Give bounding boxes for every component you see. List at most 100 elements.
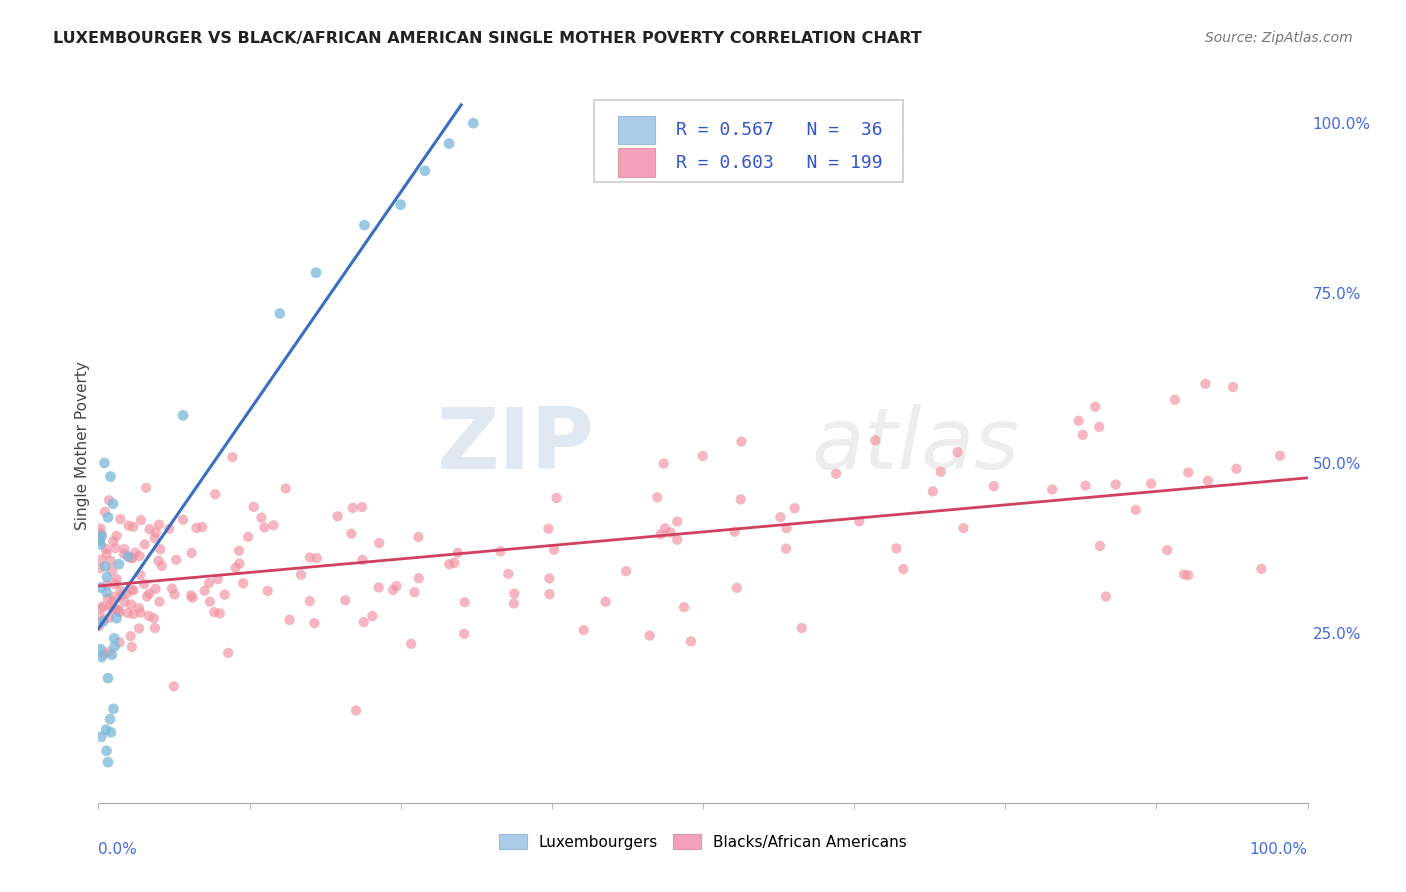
Point [96,578,118,592]
Point [1177,466,1199,480]
Point [186,521,208,535]
Point [1177,568,1199,582]
Point [128,622,150,636]
Point [172,409,194,423]
Point [145,525,167,540]
Point [503,586,526,600]
Point [138,586,160,600]
Point [228,543,250,558]
Point [96,570,118,584]
Point [163,587,186,601]
Point [145,582,167,596]
Y-axis label: Single Mother Poverty: Single Mother Poverty [75,361,90,531]
Point [537,522,560,536]
Point [1088,539,1111,553]
Point [97,755,120,769]
Point [225,560,247,574]
Text: atlas: atlas [811,404,1019,488]
Text: 100.0%: 100.0% [1250,842,1308,857]
Point [150,558,173,573]
Point [454,595,477,609]
Point [180,546,202,560]
FancyBboxPatch shape [619,148,655,177]
Point [453,626,475,640]
Point [129,513,152,527]
Point [122,520,145,534]
Point [149,542,172,557]
Point [886,541,908,556]
Point [1268,449,1291,463]
Point [207,572,229,586]
Point [101,594,124,608]
Point [232,576,254,591]
Point [121,582,143,597]
Point [96,547,118,561]
Point [769,510,792,524]
Point [112,595,135,609]
Point [204,487,226,501]
Point [1071,427,1094,442]
Point [952,521,974,535]
Point [543,542,565,557]
Point [112,547,135,561]
FancyBboxPatch shape [619,116,655,145]
Point [124,546,146,560]
Point [97,493,120,508]
Point [100,554,122,568]
Point [399,637,422,651]
Point [117,549,139,564]
Point [546,491,568,505]
Point [1088,420,1111,434]
Legend: Luxembourgers, Blacks/African Americans: Luxembourgers, Blacks/African Americans [494,828,912,855]
FancyBboxPatch shape [595,100,903,182]
Point [180,589,202,603]
Point [929,465,952,479]
Point [198,576,221,591]
Point [160,582,183,596]
Point [111,589,134,603]
Point [100,598,122,612]
Point [214,588,236,602]
Point [730,434,752,449]
Point [489,544,512,558]
Point [463,116,485,130]
Point [105,529,128,543]
Point [98,611,121,625]
Point [90,650,112,665]
Text: 0.0%: 0.0% [98,842,138,857]
Point [326,509,349,524]
Point [138,522,160,536]
Point [538,587,561,601]
Point [408,571,430,585]
Point [121,550,143,565]
Point [538,571,561,585]
Point [242,500,264,514]
Point [93,647,115,661]
Point [90,521,112,535]
Point [117,606,139,620]
Point [136,590,159,604]
Point [121,640,143,654]
Point [361,609,384,624]
Point [367,581,389,595]
Point [263,518,285,533]
Point [775,541,797,556]
Point [638,628,661,642]
Point [128,549,150,563]
Point [103,534,125,549]
Point [117,518,139,533]
Point [385,579,408,593]
Point [305,551,328,566]
Point [110,583,132,598]
Point [202,605,225,619]
Point [253,520,276,534]
Point [342,500,364,515]
Point [790,621,813,635]
Point [208,607,231,621]
Point [198,595,221,609]
Point [298,550,321,565]
Point [89,619,111,633]
Point [724,524,747,539]
Point [595,595,617,609]
Point [1197,474,1219,488]
